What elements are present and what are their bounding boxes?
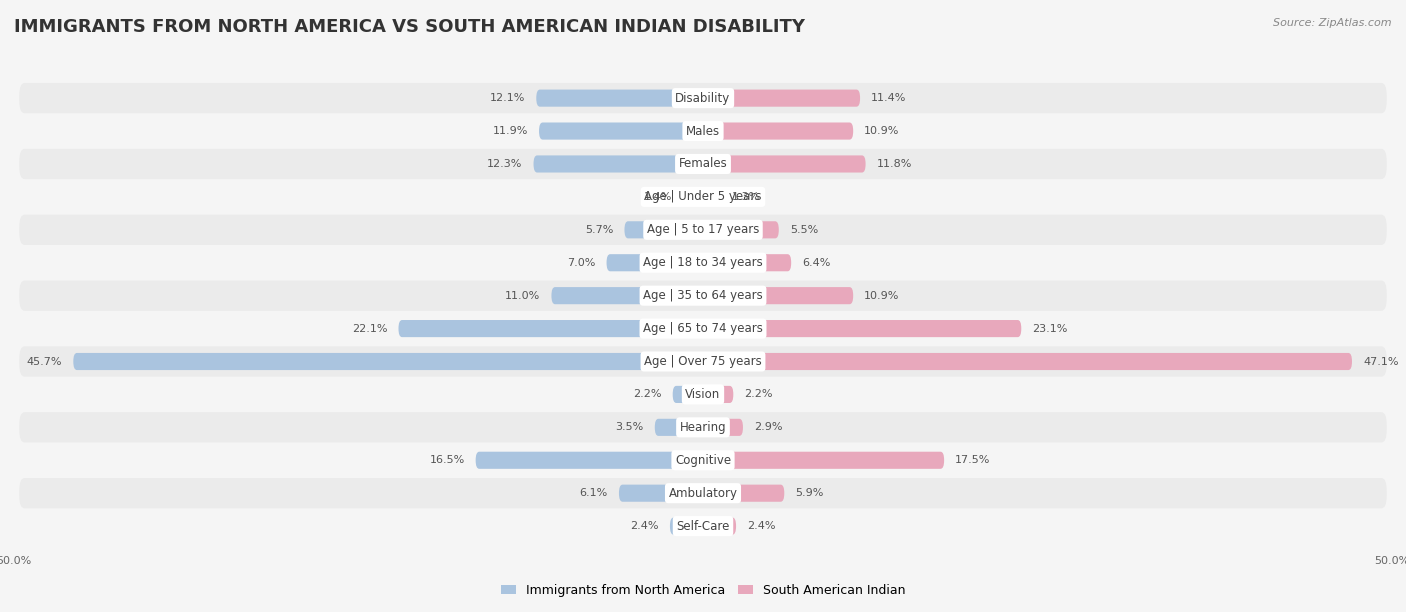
FancyBboxPatch shape [20, 511, 1386, 541]
Text: Age | 18 to 34 years: Age | 18 to 34 years [643, 256, 763, 269]
Text: 6.1%: 6.1% [579, 488, 607, 498]
FancyBboxPatch shape [20, 116, 1386, 146]
Text: 7.0%: 7.0% [567, 258, 596, 267]
Text: 5.5%: 5.5% [790, 225, 818, 235]
Text: 45.7%: 45.7% [27, 357, 62, 367]
FancyBboxPatch shape [475, 452, 703, 469]
Text: 23.1%: 23.1% [1032, 324, 1067, 334]
FancyBboxPatch shape [703, 518, 737, 535]
Text: 2.4%: 2.4% [630, 521, 659, 531]
Text: 2.9%: 2.9% [754, 422, 783, 432]
FancyBboxPatch shape [533, 155, 703, 173]
Text: Hearing: Hearing [679, 421, 727, 434]
Text: 11.4%: 11.4% [872, 93, 907, 103]
Text: 11.8%: 11.8% [876, 159, 912, 169]
Text: Age | Under 5 years: Age | Under 5 years [644, 190, 762, 203]
Text: Males: Males [686, 125, 720, 138]
Legend: Immigrants from North America, South American Indian: Immigrants from North America, South Ame… [496, 579, 910, 602]
FancyBboxPatch shape [20, 215, 1386, 245]
Text: 12.3%: 12.3% [486, 159, 523, 169]
Text: 10.9%: 10.9% [865, 126, 900, 136]
Text: 17.5%: 17.5% [955, 455, 991, 465]
FancyBboxPatch shape [20, 478, 1386, 509]
Text: Ambulatory: Ambulatory [668, 487, 738, 499]
FancyBboxPatch shape [20, 280, 1386, 311]
FancyBboxPatch shape [672, 386, 703, 403]
FancyBboxPatch shape [398, 320, 703, 337]
Text: Cognitive: Cognitive [675, 453, 731, 467]
Text: 2.2%: 2.2% [633, 389, 662, 400]
FancyBboxPatch shape [538, 122, 703, 140]
FancyBboxPatch shape [703, 353, 1353, 370]
FancyBboxPatch shape [703, 419, 742, 436]
Text: Source: ZipAtlas.com: Source: ZipAtlas.com [1274, 18, 1392, 28]
FancyBboxPatch shape [703, 386, 734, 403]
Text: Females: Females [679, 157, 727, 171]
FancyBboxPatch shape [73, 353, 703, 370]
FancyBboxPatch shape [20, 182, 1386, 212]
Text: Age | 65 to 74 years: Age | 65 to 74 years [643, 322, 763, 335]
FancyBboxPatch shape [20, 445, 1386, 476]
FancyBboxPatch shape [20, 313, 1386, 344]
Text: 2.4%: 2.4% [747, 521, 776, 531]
Text: 1.4%: 1.4% [644, 192, 672, 202]
Text: 1.3%: 1.3% [733, 192, 761, 202]
FancyBboxPatch shape [703, 452, 945, 469]
FancyBboxPatch shape [624, 222, 703, 239]
Text: IMMIGRANTS FROM NORTH AMERICA VS SOUTH AMERICAN INDIAN DISABILITY: IMMIGRANTS FROM NORTH AMERICA VS SOUTH A… [14, 18, 806, 36]
Text: 11.0%: 11.0% [505, 291, 540, 300]
FancyBboxPatch shape [669, 518, 703, 535]
FancyBboxPatch shape [20, 83, 1386, 113]
FancyBboxPatch shape [703, 155, 866, 173]
FancyBboxPatch shape [606, 254, 703, 271]
FancyBboxPatch shape [703, 89, 860, 106]
Text: 6.4%: 6.4% [803, 258, 831, 267]
FancyBboxPatch shape [551, 287, 703, 304]
Text: 47.1%: 47.1% [1362, 357, 1399, 367]
Text: 16.5%: 16.5% [429, 455, 464, 465]
Text: 5.7%: 5.7% [585, 225, 613, 235]
Text: 5.9%: 5.9% [796, 488, 824, 498]
FancyBboxPatch shape [703, 222, 779, 239]
FancyBboxPatch shape [703, 188, 721, 206]
FancyBboxPatch shape [20, 379, 1386, 409]
Text: Disability: Disability [675, 92, 731, 105]
Text: Age | Over 75 years: Age | Over 75 years [644, 355, 762, 368]
FancyBboxPatch shape [20, 248, 1386, 278]
Text: Vision: Vision [685, 388, 721, 401]
Text: Age | 35 to 64 years: Age | 35 to 64 years [643, 289, 763, 302]
Text: 10.9%: 10.9% [865, 291, 900, 300]
Text: Age | 5 to 17 years: Age | 5 to 17 years [647, 223, 759, 236]
Text: 2.2%: 2.2% [744, 389, 773, 400]
Text: 3.5%: 3.5% [616, 422, 644, 432]
FancyBboxPatch shape [20, 149, 1386, 179]
FancyBboxPatch shape [619, 485, 703, 502]
FancyBboxPatch shape [703, 485, 785, 502]
FancyBboxPatch shape [703, 287, 853, 304]
FancyBboxPatch shape [703, 320, 1021, 337]
Text: Self-Care: Self-Care [676, 520, 730, 532]
Text: 22.1%: 22.1% [352, 324, 388, 334]
Text: 12.1%: 12.1% [489, 93, 526, 103]
FancyBboxPatch shape [20, 412, 1386, 442]
FancyBboxPatch shape [655, 419, 703, 436]
FancyBboxPatch shape [703, 122, 853, 140]
FancyBboxPatch shape [683, 188, 703, 206]
Text: 11.9%: 11.9% [492, 126, 529, 136]
FancyBboxPatch shape [703, 254, 792, 271]
FancyBboxPatch shape [536, 89, 703, 106]
FancyBboxPatch shape [20, 346, 1386, 376]
